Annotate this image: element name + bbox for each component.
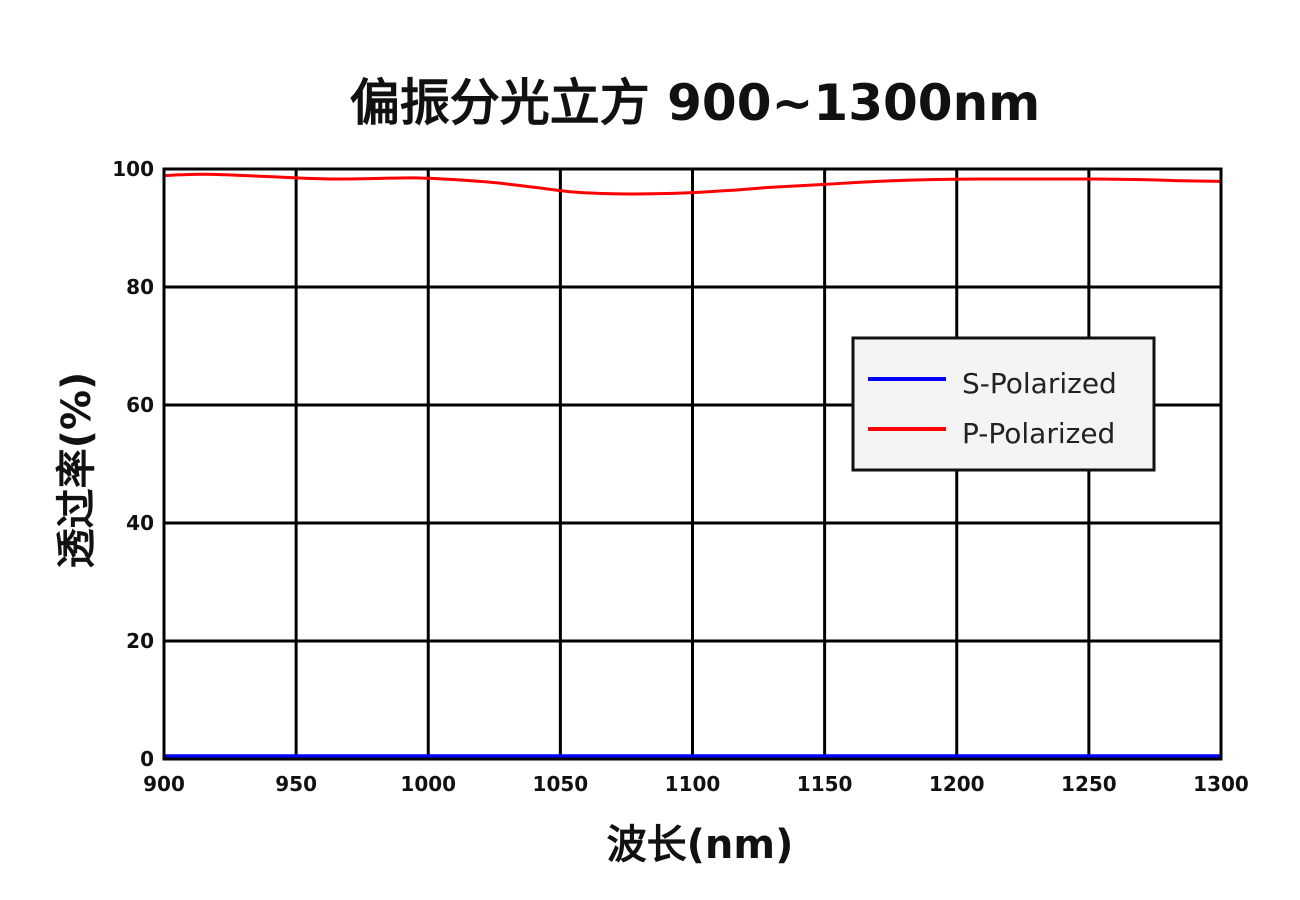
series-layer bbox=[163, 172, 1222, 761]
x-tick-label: 1100 bbox=[665, 772, 721, 796]
y-tick-label: 20 bbox=[126, 629, 154, 653]
chart-title: 偏振分光立方 900~1300nm bbox=[350, 74, 1041, 132]
y-tick-label: 100 bbox=[112, 157, 154, 181]
x-tick-label: 900 bbox=[143, 772, 185, 796]
y-tick-label: 60 bbox=[126, 393, 154, 417]
x-tick-label: 950 bbox=[275, 772, 317, 796]
y-axis-ticks: 0 20 40 60 80 100 bbox=[112, 157, 154, 771]
x-tick-label: 1200 bbox=[929, 772, 985, 796]
legend-box bbox=[851, 336, 1156, 472]
series-line-p-polarized bbox=[163, 172, 1222, 196]
x-tick-label: 1150 bbox=[797, 772, 853, 796]
y-axis-label: 透过率(%) bbox=[54, 372, 100, 569]
y-tick-label: 0 bbox=[140, 747, 154, 771]
x-tick-label: 1250 bbox=[1061, 772, 1117, 796]
legend-label-p-polarized: P-Polarized bbox=[962, 417, 1115, 450]
legend-label-s-polarized: S-Polarized bbox=[962, 367, 1117, 400]
x-axis-ticks: 900 950 1000 1050 1100 1150 1200 1250 1300 bbox=[143, 772, 1249, 796]
y-tick-label: 40 bbox=[126, 511, 154, 535]
y-tick-label: 80 bbox=[126, 275, 154, 299]
x-axis-label: 波长(nm) bbox=[607, 822, 794, 868]
legend: S-Polarized P-Polarized bbox=[851, 336, 1156, 472]
x-tick-label: 1300 bbox=[1193, 772, 1249, 796]
plot-frame bbox=[162, 167, 1223, 761]
x-tick-label: 1000 bbox=[400, 772, 456, 796]
x-tick-label: 1050 bbox=[533, 772, 589, 796]
